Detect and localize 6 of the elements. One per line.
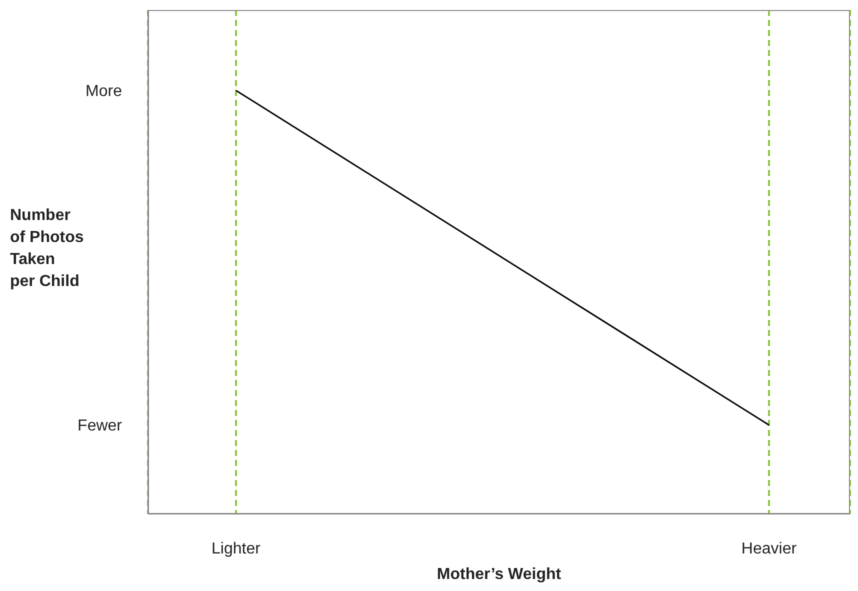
y-axis-title: Number of Photos Taken per Child (10, 206, 84, 292)
x-tick-label: Lighter (212, 540, 262, 558)
x-axis-title: Mother’s Weight (436, 566, 562, 583)
text: Fewer (78, 418, 123, 435)
x-tick-label: Heavier (741, 540, 798, 558)
text: More (86, 83, 122, 100)
